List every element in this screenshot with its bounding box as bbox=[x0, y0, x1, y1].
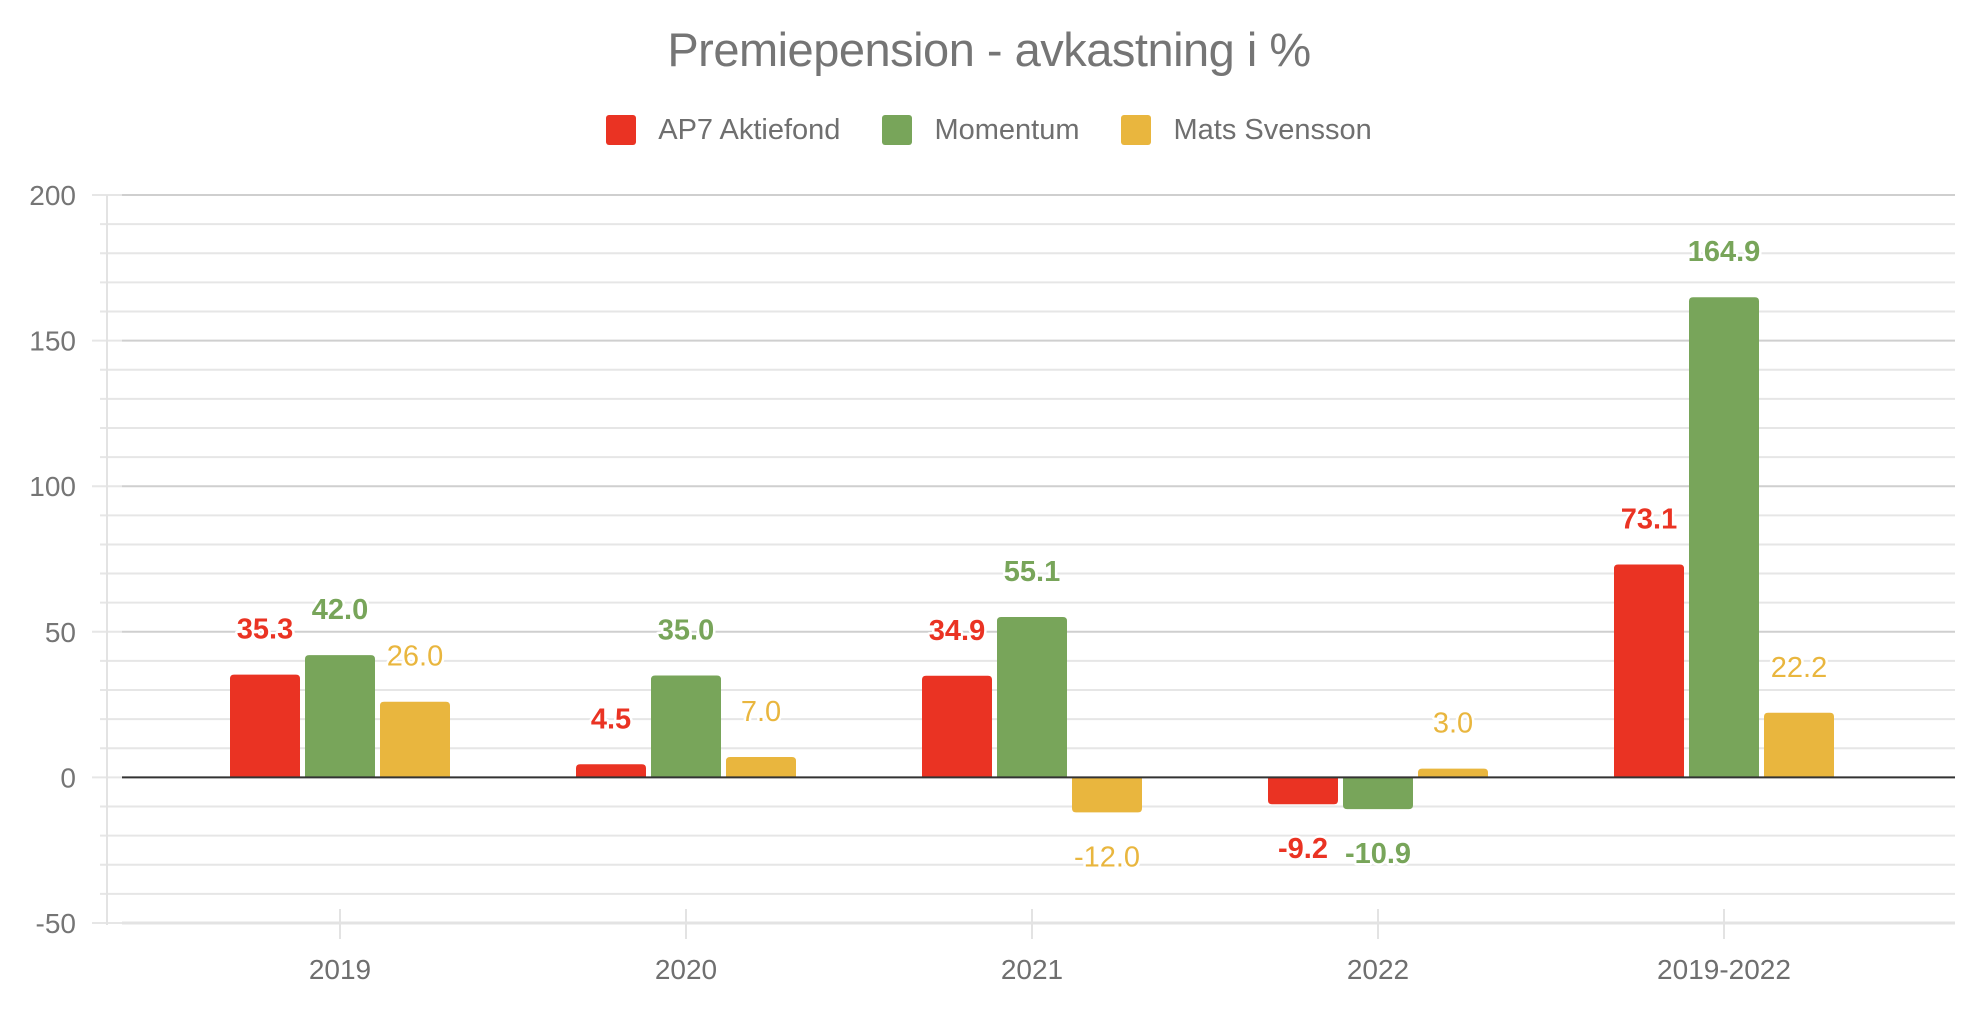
data-label: 73.1 bbox=[1621, 504, 1677, 536]
bar[interactable] bbox=[1614, 564, 1684, 778]
legend-swatch-momentum-icon bbox=[882, 115, 913, 145]
x-tick-label: 2021 bbox=[1001, 954, 1063, 985]
x-axis: 2019 2020 2021 2022 2019-2022 bbox=[309, 909, 1791, 985]
chart-title: Premiepension - avkastning i % bbox=[667, 23, 1311, 76]
x-tick-label: 2019 bbox=[309, 954, 371, 985]
bar[interactable] bbox=[1343, 777, 1413, 810]
data-label: -9.2 bbox=[1278, 833, 1328, 865]
legend-label: AP7 Aktiefond bbox=[658, 113, 841, 146]
bar[interactable] bbox=[1268, 777, 1338, 805]
bar[interactable] bbox=[922, 675, 992, 778]
legend-label: Momentum bbox=[934, 113, 1080, 146]
data-label: -10.9 bbox=[1345, 838, 1411, 870]
data-label: 4.5 bbox=[591, 703, 631, 735]
y-tick-label: 200 bbox=[29, 180, 76, 211]
x-tick-label: 2022 bbox=[1347, 954, 1409, 985]
bar[interactable] bbox=[576, 764, 646, 778]
x-tick-label: 2020 bbox=[655, 954, 717, 985]
x-tick-label: 2019-2022 bbox=[1657, 954, 1791, 985]
bar[interactable] bbox=[305, 655, 375, 778]
data-label: 7.0 bbox=[741, 696, 781, 728]
bar[interactable] bbox=[1764, 712, 1834, 778]
legend-swatch-mats-svensson-icon bbox=[1121, 115, 1152, 145]
bar[interactable] bbox=[726, 757, 796, 778]
data-label: 35.3 bbox=[237, 614, 293, 646]
data-label: 42.0 bbox=[312, 594, 368, 626]
data-label: 34.9 bbox=[929, 615, 985, 647]
bar[interactable] bbox=[230, 674, 300, 778]
data-label: 26.0 bbox=[387, 641, 443, 673]
legend-label: Mats Svensson bbox=[1173, 113, 1372, 146]
y-tick-label: 100 bbox=[29, 471, 76, 502]
bar[interactable] bbox=[1072, 777, 1142, 813]
legend: AP7 Aktiefond Momentum Mats Svensson bbox=[0, 114, 1978, 146]
legend-item-mats-svensson[interactable]: Mats Svensson bbox=[1121, 113, 1372, 147]
data-label: 3.0 bbox=[1433, 708, 1473, 740]
y-tick-label: 50 bbox=[45, 617, 76, 648]
y-tick-label: 0 bbox=[60, 762, 76, 793]
y-tick-label: -50 bbox=[36, 908, 76, 939]
legend-item-ap7-aktiefond[interactable]: AP7 Aktiefond bbox=[606, 114, 840, 147]
data-label: -12.0 bbox=[1074, 841, 1140, 873]
data-label: 22.2 bbox=[1771, 652, 1827, 684]
bar[interactable] bbox=[651, 675, 721, 778]
bar[interactable] bbox=[1418, 768, 1488, 778]
data-labels: 35.3 4.5 34.9 -9.2 73.1 42.0 35.0 55.1 -10.9 164.… bbox=[234, 234, 1829, 876]
bar[interactable] bbox=[1689, 297, 1759, 778]
y-axis: 200 150 100 50 0 -50 bbox=[29, 180, 76, 939]
y-tick-label: 150 bbox=[29, 326, 76, 357]
data-label: 164.9 bbox=[1688, 236, 1761, 268]
data-label: 55.1 bbox=[1004, 556, 1060, 588]
legend-item-momentum[interactable]: Momentum bbox=[882, 114, 1079, 147]
bar[interactable] bbox=[997, 616, 1067, 778]
bars bbox=[230, 297, 1834, 813]
legend-swatch-ap7-icon bbox=[606, 115, 637, 145]
data-label: 35.0 bbox=[658, 614, 714, 646]
bar[interactable] bbox=[380, 701, 450, 778]
